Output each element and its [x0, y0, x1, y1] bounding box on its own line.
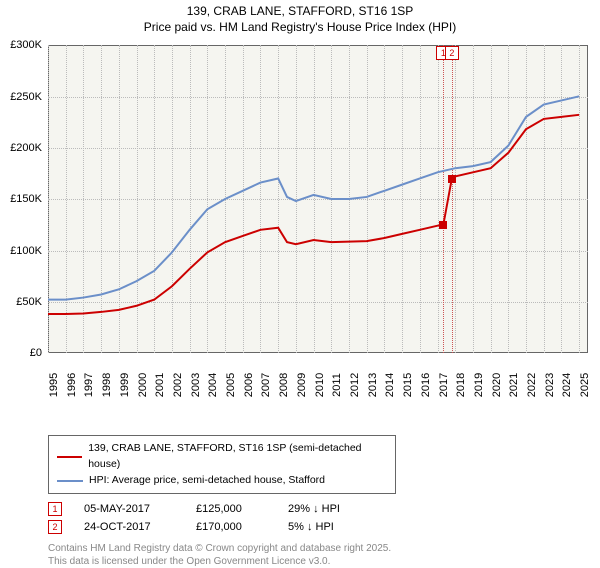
chart-area: £0£50K£100K£150K£200K£250K£300K199519961…	[0, 37, 600, 397]
row-date: 05-MAY-2017	[84, 503, 174, 515]
legend-label: HPI: Average price, semi-detached house,…	[89, 473, 325, 489]
data-rows: 1 05-MAY-2017 £125,000 29% ↓ HPI 2 24-OCT-201…	[48, 500, 600, 536]
legend-swatch	[57, 480, 83, 482]
legend-label: 139, CRAB LANE, STAFFORD, ST16 1SP (semi…	[88, 441, 387, 473]
footer-line1: Contains HM Land Registry data © Crown c…	[48, 542, 600, 555]
row-price: £125,000	[196, 503, 266, 515]
row-hpi: 29% ↓ HPI	[288, 503, 378, 515]
title-line1: 139, CRAB LANE, STAFFORD, ST16 1SP	[0, 4, 600, 20]
row-marker: 1	[48, 502, 62, 516]
legend-row: 139, CRAB LANE, STAFFORD, ST16 1SP (semi…	[57, 441, 387, 473]
footer: Contains HM Land Registry data © Crown c…	[48, 542, 600, 568]
legend-row: HPI: Average price, semi-detached house,…	[57, 473, 387, 489]
title-line2: Price paid vs. HM Land Registry's House …	[0, 20, 600, 36]
legend: 139, CRAB LANE, STAFFORD, ST16 1SP (semi…	[48, 435, 396, 494]
footer-line2: This data is licensed under the Open Gov…	[48, 555, 600, 568]
data-row: 2 24-OCT-2017 £170,000 5% ↓ HPI	[48, 518, 600, 536]
series-svg	[0, 37, 600, 397]
legend-swatch	[57, 456, 82, 458]
row-marker: 2	[48, 520, 62, 534]
row-price: £170,000	[196, 521, 266, 533]
series-price_paid	[48, 115, 579, 314]
row-hpi: 5% ↓ HPI	[288, 521, 378, 533]
data-row: 1 05-MAY-2017 £125,000 29% ↓ HPI	[48, 500, 600, 518]
chart-title: 139, CRAB LANE, STAFFORD, ST16 1SP Price…	[0, 0, 600, 37]
series-hpi	[48, 97, 579, 300]
row-date: 24-OCT-2017	[84, 521, 174, 533]
